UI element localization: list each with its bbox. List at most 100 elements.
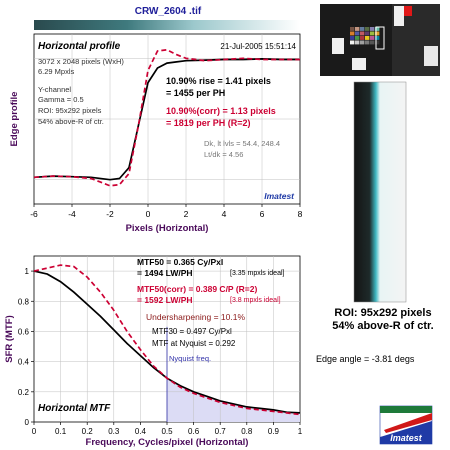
mtf30-annotation: MTF30 = 0.497 Cy/Pxl MTF at Nyquist = 0.…	[152, 327, 236, 348]
mtf-xlabel: Frequency, Cycles/pixel (Horizontal)	[86, 437, 249, 448]
color-patch	[365, 40, 370, 45]
info-line: Y-channel	[38, 85, 71, 94]
mtf-title: Horizontal MTF	[38, 403, 111, 414]
mtf-xtick-label: 0.5	[161, 427, 173, 436]
color-patch	[375, 31, 380, 36]
color-patch	[360, 27, 365, 31]
color-patch	[350, 31, 355, 36]
profile-brand: Imatest	[264, 191, 295, 201]
rise-line: = 1455 per PH	[166, 88, 225, 98]
color-patch	[365, 36, 370, 40]
profile-xtick-label: 4	[222, 209, 227, 219]
rise-corr-line: 10.90%(corr) = 1.13 pixels	[166, 106, 276, 116]
thumbnail-white-patch	[394, 6, 404, 26]
rise-line: 10.90% rise = 1.41 pixels	[166, 76, 271, 86]
color-checker-chart	[350, 27, 380, 45]
color-patch	[365, 31, 370, 36]
logo-blue-swoosh	[380, 421, 432, 444]
mtf50-line: = 1494 LW/PH	[137, 268, 193, 278]
rise-annotation: 10.90% rise = 1.41 pixels = 1455 per PH	[166, 76, 271, 98]
thumbnail-white-patch	[424, 46, 438, 66]
mtf-ytick-label: 0.4	[18, 358, 30, 367]
rise-corr-annotation: 10.90%(corr) = 1.13 pixels = 1819 per PH…	[166, 106, 276, 128]
profile-series-black	[33, 58, 300, 181]
color-patch	[350, 27, 355, 31]
mtf-ytick-label: 0.6	[18, 327, 30, 336]
profile-ylabel: Edge profile	[9, 92, 20, 147]
color-patch	[355, 40, 360, 45]
logo-red-swoosh	[384, 413, 432, 433]
imatest-logo: Imatest	[379, 405, 433, 445]
color-patch	[360, 31, 365, 36]
info-line: 54% above-R of ctr.	[38, 117, 104, 126]
undersharpening: Undersharpening = 10.1%	[146, 312, 245, 322]
levels-annotation: Dk, lt lvls = 54.4, 248.4 Lt/dk = 4.56	[204, 139, 280, 159]
color-patch	[375, 27, 380, 31]
info-line: 3072 x 2048 pixels (WxH)	[38, 57, 124, 66]
mtf-ylabel: SFR (MTF)	[4, 315, 15, 363]
nyquist-region	[167, 378, 300, 422]
rise-corr-line: = 1819 per PH (R=2)	[166, 118, 251, 128]
mtf30-line: MTF30 = 0.497 Cy/Pxl	[152, 327, 232, 336]
color-patch	[375, 36, 380, 40]
color-patch	[355, 36, 360, 40]
file-title: CRW_2604 .tif	[135, 6, 202, 17]
info-line: 6.29 Mpxls	[38, 67, 75, 76]
mtf-xtick-label: 0.6	[188, 427, 200, 436]
profile-info-block: 3072 x 2048 pixels (WxH) 6.29 Mpxls Y-ch…	[38, 57, 124, 126]
levels-line: Lt/dk = 4.56	[204, 150, 243, 159]
color-patch	[350, 40, 355, 45]
thumbnail-red-patch	[404, 6, 412, 16]
color-patch	[370, 36, 375, 40]
roi-caption-line: 54% above-R of ctr.	[332, 320, 434, 332]
profile-chart: -6 -4 -2 0 2 4 6 8 Horizontal profile 21-Jul-20…	[9, 33, 303, 234]
mtf-curves	[33, 264, 301, 416]
mtf-chart: 0 0.1 0.2 0.3 0.4 0.5 0.6 0.7 0.8 0.9 1 0 0.2 0.4 0.6…	[4, 255, 303, 448]
profile-date: 21-Jul-2005 15:51:14	[220, 42, 296, 51]
mtf-xtick-label: 0.7	[215, 427, 227, 436]
full-image-thumbnail	[320, 4, 440, 76]
logo-green-band	[380, 406, 432, 413]
levels-line: Dk, lt lvls = 54.4, 248.4	[204, 139, 280, 148]
roi-marker	[375, 26, 385, 50]
mtf-xtick-label: 0	[32, 427, 37, 436]
profile-xtick-label: 6	[260, 209, 265, 219]
mtf-ytick-label: 0.8	[18, 297, 30, 306]
roi-crop	[353, 81, 407, 303]
mtf-series-red	[33, 264, 301, 416]
roi-crop-image	[353, 81, 407, 303]
color-patch	[360, 36, 365, 40]
profile-series-red	[33, 48, 300, 187]
mtf-ytick-label: 0.2	[18, 388, 30, 397]
logo-text: Imatest	[390, 433, 423, 443]
mtf50corr-annotation: MTF50(corr) = 0.389 C/P (R=2) = 1592 LW/…	[137, 284, 257, 305]
profile-curves	[33, 48, 300, 187]
mtf-xtick-label: 0.9	[268, 427, 280, 436]
color-patch	[355, 31, 360, 36]
thumbnail-white-patch	[352, 58, 366, 70]
roi-caption: ROI: 95x292 pixels 54% above-R of ctr.	[320, 307, 446, 333]
profile-xticks: -6 -4 -2 0 2 4 6 8	[30, 204, 303, 219]
nyquist-label: Nyquist freq.	[169, 354, 211, 363]
profile-xtick-label: -2	[106, 209, 114, 219]
profile-xlabel: Pixels (Horizontal)	[126, 223, 209, 234]
thumbnail-white-patch	[332, 38, 344, 54]
mtf-grid	[34, 256, 300, 422]
profile-xtick-label: 2	[184, 209, 189, 219]
profile-xtick-label: 8	[298, 209, 303, 219]
mtf50corr-line: = 1592 LW/PH	[137, 295, 193, 305]
mtf50-line: MTF50 = 0.365 Cy/Pxl	[137, 257, 223, 267]
mtf-xtick-label: 0.4	[135, 427, 147, 436]
edge-angle: Edge angle = -3.81 degs	[316, 354, 415, 364]
profile-xtick-label: -6	[30, 209, 38, 219]
mtf-xtick-label: 1	[298, 427, 303, 436]
mtf-ytick-label: 1	[25, 267, 30, 276]
color-patch	[370, 27, 375, 31]
mtf-xtick-label: 0.3	[108, 427, 120, 436]
title-gradient-bar	[34, 20, 300, 30]
profile-xtick-label: 0	[146, 209, 151, 219]
profile-title: Horizontal profile	[38, 41, 121, 52]
info-line: Gamma = 0.5	[38, 95, 84, 104]
color-patch	[365, 27, 370, 31]
